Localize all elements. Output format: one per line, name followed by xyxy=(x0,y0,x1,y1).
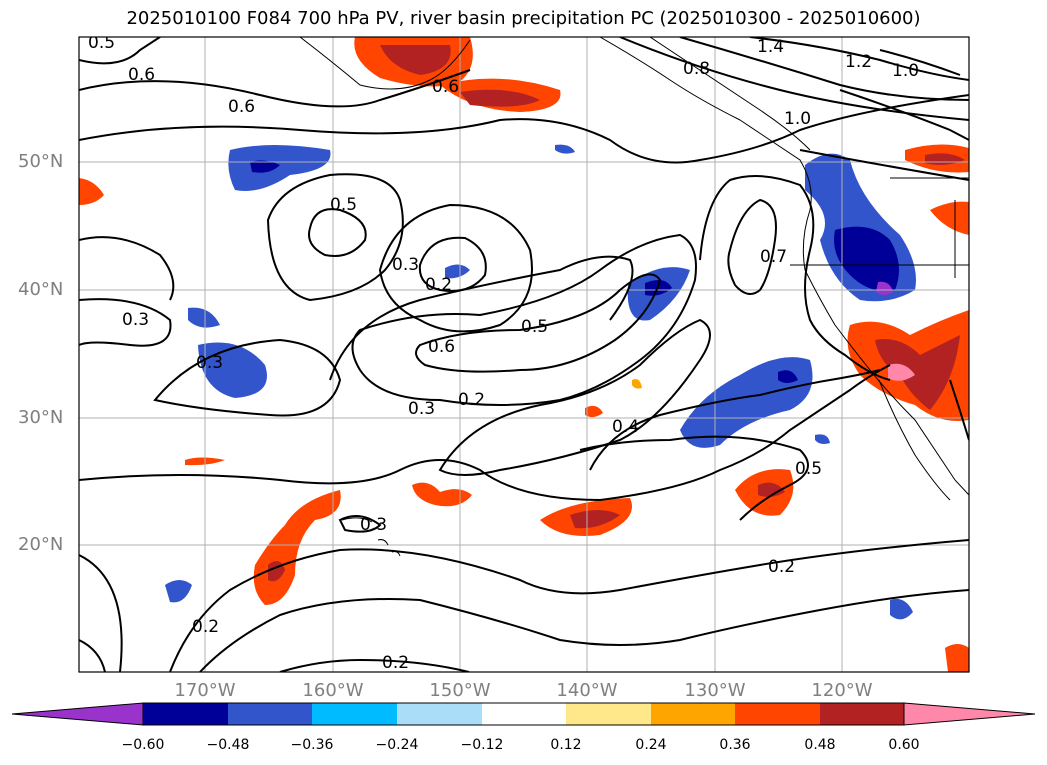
contour-label: 0.3 xyxy=(392,255,419,275)
contour-label: 1.2 xyxy=(845,52,872,72)
colorbar-tick-label: 0.36 xyxy=(719,737,751,753)
contour-label: 0.2 xyxy=(768,557,795,577)
contour-labels: 0.5 0.6 0.6 0.6 1.4 0.8 1.2 1.0 1.0 0.5 … xyxy=(88,33,919,673)
contour-label: 0.2 xyxy=(382,653,409,673)
contour-label: 0.6 xyxy=(432,77,459,97)
colorbar-frame xyxy=(142,702,905,726)
lon-label: 140°W xyxy=(556,680,618,701)
lat-label: 50°N xyxy=(18,151,64,172)
colorbar-tick-label: −0.36 xyxy=(290,737,334,753)
contour-label: 0.5 xyxy=(521,317,548,337)
lon-label: 150°W xyxy=(429,680,491,701)
contour-label: 1.0 xyxy=(892,61,919,81)
contour-label: 0.4 xyxy=(612,417,639,437)
colorbar-bin xyxy=(228,703,312,725)
gridlines xyxy=(79,37,969,672)
colorbar-bin xyxy=(143,703,228,725)
contour-label: 0.6 xyxy=(228,97,255,117)
colorbar-bin xyxy=(397,703,482,725)
contour-label: 0.3 xyxy=(196,353,223,373)
contour-label: 0.5 xyxy=(795,459,822,479)
colorbar-tick-label: −0.12 xyxy=(460,737,504,753)
lon-label: 120°W xyxy=(811,680,873,701)
colorbar xyxy=(11,702,1036,726)
contour-label: 0.5 xyxy=(88,33,115,53)
lon-label: 170°W xyxy=(174,680,236,701)
contour-label: 0.8 xyxy=(683,59,710,79)
colorbar-tick-label: −0.60 xyxy=(121,737,165,753)
map-frame xyxy=(78,36,970,673)
contour-label: 0.3 xyxy=(408,399,435,419)
colorbar-bin xyxy=(482,703,566,725)
lat-label: 20°N xyxy=(18,534,64,555)
colorbar-tick-label: 0.48 xyxy=(804,737,836,753)
colorbar-bin xyxy=(566,703,651,725)
precip-shading xyxy=(79,37,969,672)
contour-label: 1.0 xyxy=(784,109,811,129)
map-title: 2025010100 F084 700 hPa PV, river basin … xyxy=(126,8,921,29)
contour-label: 0.2 xyxy=(425,275,452,295)
contour-label: 0.2 xyxy=(192,617,219,637)
coastlines xyxy=(299,37,969,557)
contour-label: 0.5 xyxy=(330,195,357,215)
contour-label: 0.7 xyxy=(760,247,787,267)
contour-label: 0.3 xyxy=(122,310,149,330)
contour-label: 0.3 xyxy=(360,515,387,535)
colorbar-min-extend xyxy=(11,702,144,726)
colorbar-tick-label: −0.48 xyxy=(206,737,250,753)
colorbar-max-extend xyxy=(903,702,1036,726)
contour-label: 0.6 xyxy=(128,65,155,85)
lat-label: 30°N xyxy=(18,407,64,428)
contour-label: 0.2 xyxy=(458,390,485,410)
colorbar-tick-label: 0.24 xyxy=(635,737,667,753)
colorbar-bin xyxy=(651,703,735,725)
contour-label: 0.6 xyxy=(428,337,455,357)
pv-contours xyxy=(79,37,969,672)
lat-label: 40°N xyxy=(18,279,64,300)
colorbar-tick-label: 0.60 xyxy=(888,737,920,753)
colorbar-tick-label: 0.12 xyxy=(550,737,582,753)
lon-label: 130°W xyxy=(684,680,746,701)
colorbar-tick-label: −0.24 xyxy=(375,737,419,753)
contour-label: 1.4 xyxy=(757,37,784,57)
colorbar-bin xyxy=(735,703,820,725)
lon-label: 160°W xyxy=(302,680,364,701)
colorbar-bin xyxy=(820,703,904,725)
colorbar-bin xyxy=(312,703,397,725)
